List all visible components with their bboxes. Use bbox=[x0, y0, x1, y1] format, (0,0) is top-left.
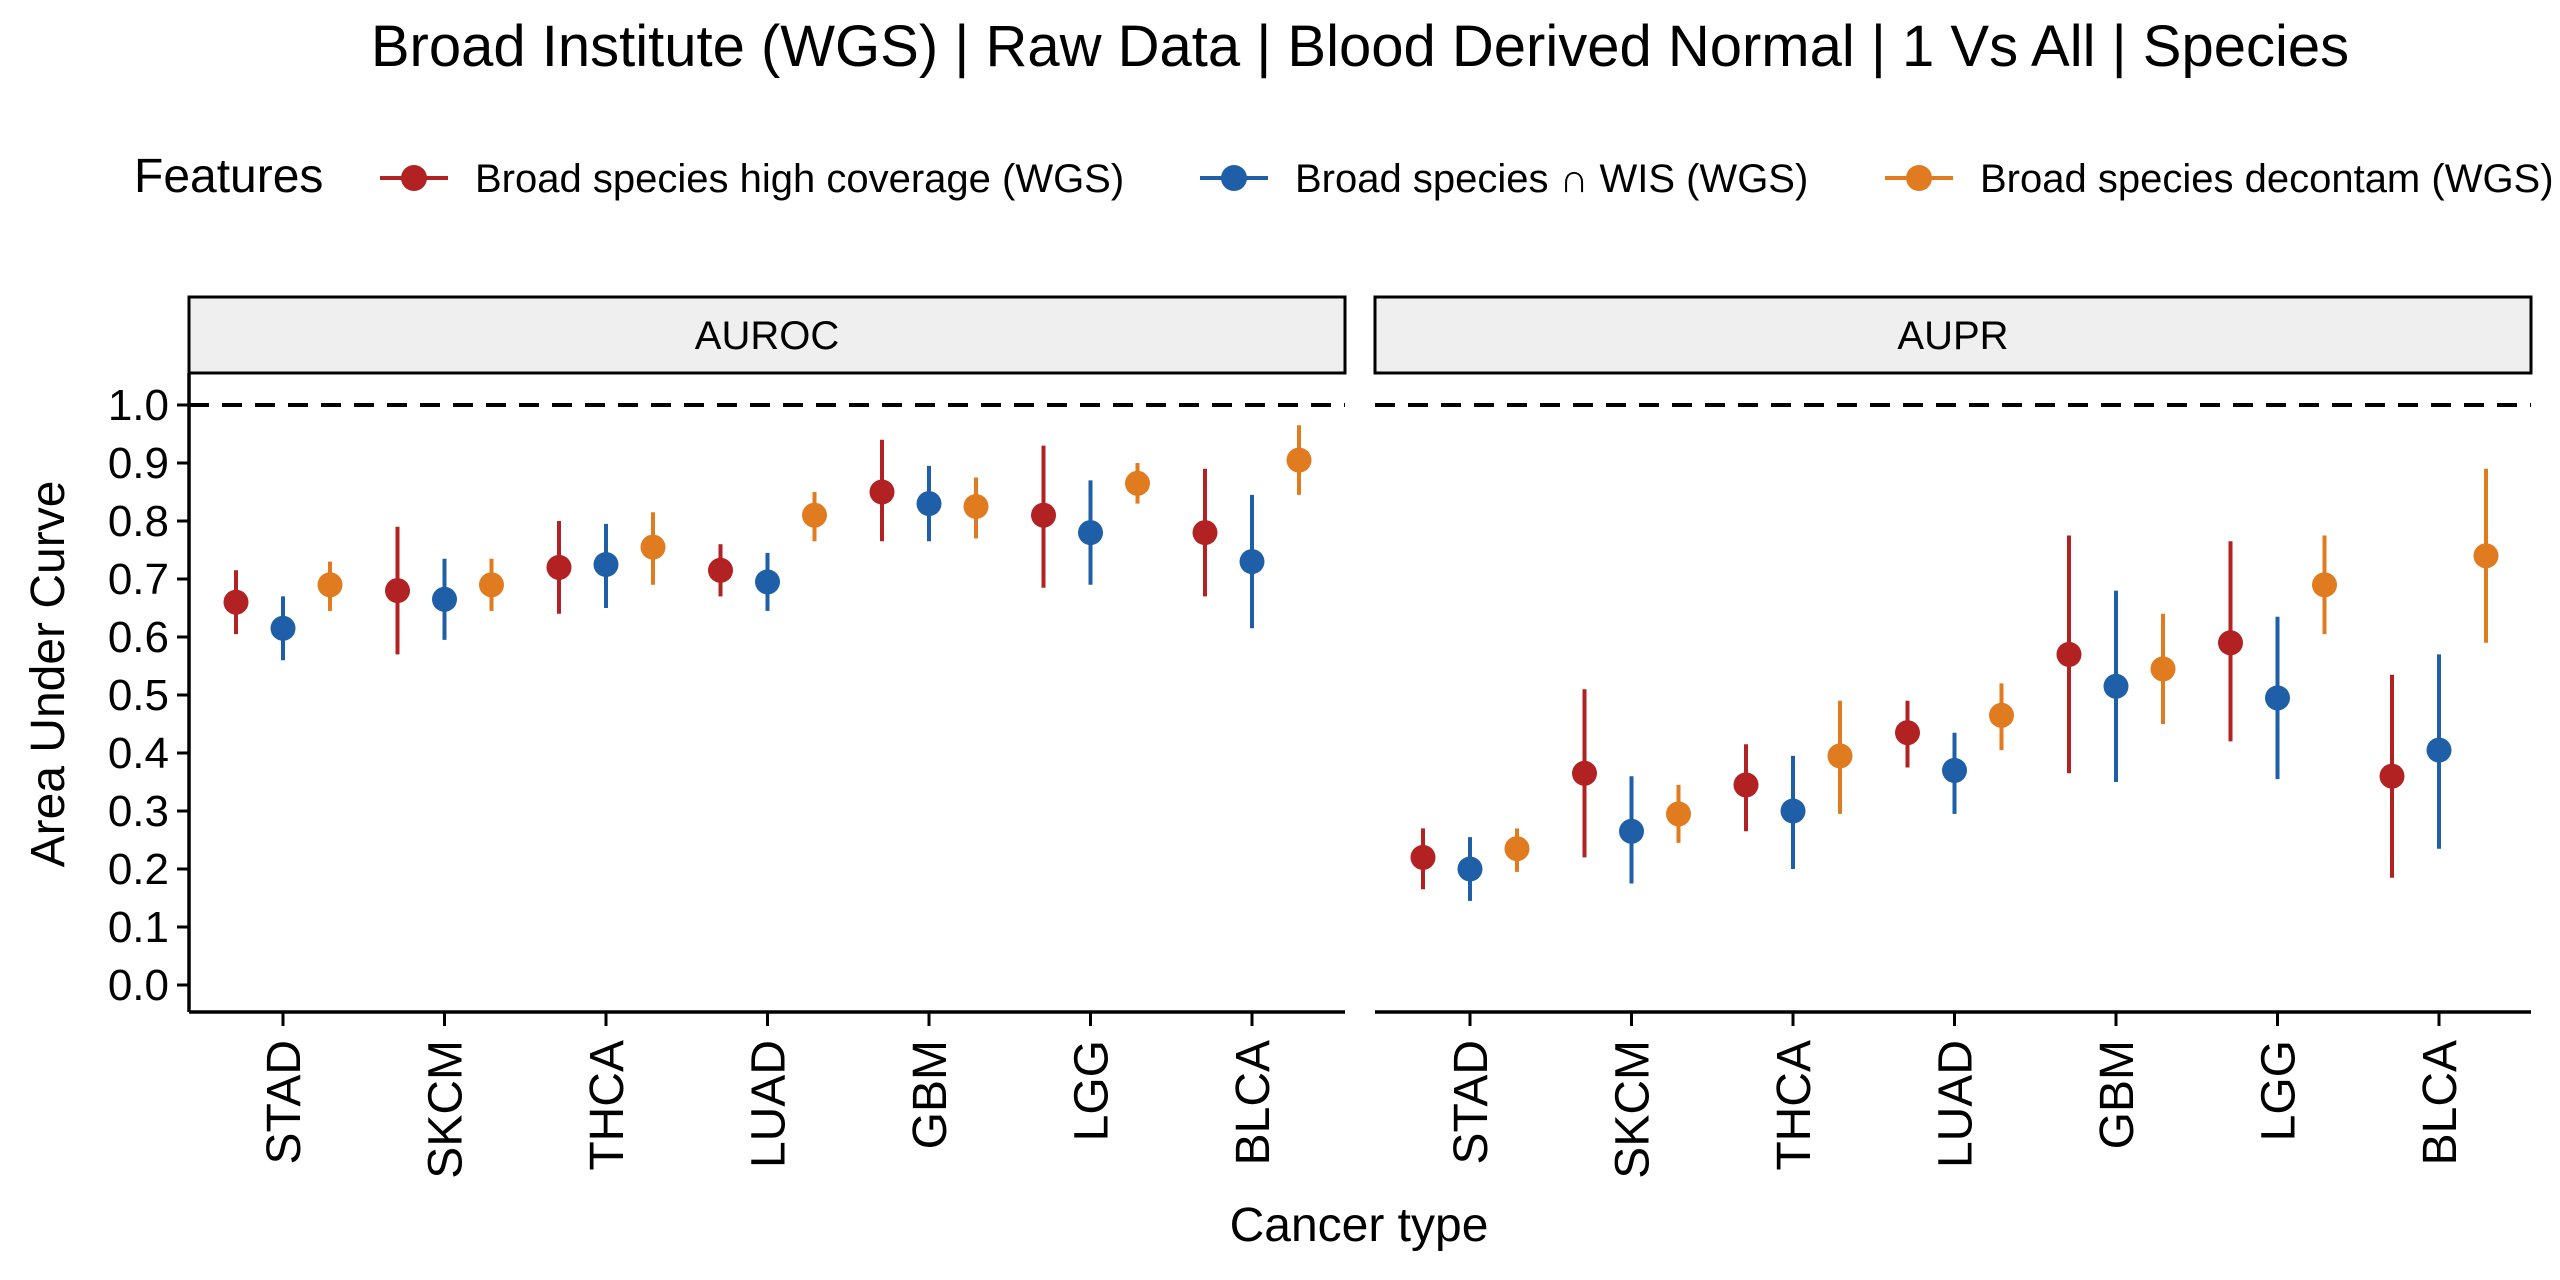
y-tick-label: 0.0 bbox=[108, 961, 169, 1010]
data-point bbox=[2056, 641, 2082, 667]
data-point bbox=[963, 494, 989, 519]
facet-panel-aupr: AUPR STAD SKCM THCA LUAD GBM LGG BLCA bbox=[1373, 295, 2533, 1179]
x-axis-label: Cancer type bbox=[1230, 1199, 1489, 1252]
series-3 bbox=[317, 425, 1312, 611]
data-point bbox=[1895, 720, 1920, 746]
data-point bbox=[916, 491, 942, 517]
data-point bbox=[2150, 656, 2176, 682]
facet-panel-auroc: AUROC 0.0 0.1 0.2 0.3 0.4 0.5 0.6 0.7 0.8 0.9 1.0 ST… bbox=[108, 295, 1347, 1179]
data-point bbox=[432, 586, 457, 612]
data-point bbox=[1286, 447, 1312, 473]
x-tick-label: SKCM bbox=[420, 1040, 473, 1179]
data-point bbox=[2379, 763, 2405, 789]
data-point bbox=[1239, 549, 1265, 575]
data-point bbox=[593, 552, 619, 577]
data-point bbox=[1942, 757, 1967, 783]
series-2 bbox=[270, 465, 1265, 661]
y-tick-label: 0.7 bbox=[108, 555, 169, 604]
series-1 bbox=[1410, 535, 2405, 890]
data-point bbox=[546, 554, 572, 580]
legend-title: Features bbox=[134, 150, 323, 203]
data-point bbox=[1989, 702, 2014, 728]
y-tick-label: 0.4 bbox=[108, 729, 169, 778]
y-tick-label: 0.5 bbox=[108, 671, 169, 720]
x-tick-label: GBM bbox=[904, 1040, 957, 1149]
x-tick-label: STAD bbox=[258, 1040, 311, 1164]
x-tick-label: SKCM bbox=[1607, 1040, 1660, 1179]
data-point bbox=[2103, 673, 2129, 699]
x-tick-label: THCA bbox=[1768, 1040, 1821, 1171]
data-point bbox=[2265, 685, 2290, 711]
legend-key-dot bbox=[1221, 165, 1247, 191]
chart-title: Broad Institute (WGS) | Raw Data | Blood… bbox=[371, 14, 2349, 79]
data-point bbox=[1504, 836, 1530, 862]
series-1 bbox=[223, 439, 1218, 655]
data-point bbox=[802, 502, 827, 528]
data-point bbox=[479, 572, 504, 598]
series-2 bbox=[1457, 590, 2452, 901]
data-point bbox=[2218, 630, 2243, 656]
data-point bbox=[755, 569, 780, 595]
data-point bbox=[1572, 760, 1597, 786]
data-point bbox=[2312, 572, 2337, 598]
series-3 bbox=[1504, 468, 2499, 872]
data-point bbox=[1666, 801, 1691, 827]
x-tick-label: BLCA bbox=[2414, 1040, 2467, 1165]
data-point bbox=[2473, 543, 2499, 569]
data-point bbox=[1410, 844, 1436, 870]
data-point bbox=[270, 615, 296, 641]
legend-label: Broad species high coverage (WGS) bbox=[475, 157, 1124, 201]
x-tick-label: BLCA bbox=[1227, 1040, 1280, 1165]
y-tick-label: 0.8 bbox=[108, 497, 169, 546]
legend-label: Broad species decontam (WGS) bbox=[1980, 157, 2554, 201]
facet-strip bbox=[1373, 295, 2533, 375]
y-tick-label: 0.1 bbox=[108, 903, 169, 952]
legend-key-dot bbox=[1906, 165, 1932, 191]
data-point bbox=[869, 479, 895, 505]
x-tick-label: LGG bbox=[1066, 1040, 1119, 1141]
data-point bbox=[2426, 737, 2452, 763]
data-point bbox=[1078, 520, 1103, 546]
legend-key-dot bbox=[401, 165, 427, 191]
legend-item: Broad species high coverage (WGS) bbox=[380, 157, 1124, 201]
data-point bbox=[1192, 520, 1218, 546]
x-tick-label: LUAD bbox=[1930, 1040, 1983, 1168]
facet-strip bbox=[187, 295, 1347, 375]
y-tick-label: 1.0 bbox=[108, 381, 169, 430]
x-tick-label: LGG bbox=[2253, 1040, 2306, 1141]
data-point bbox=[385, 578, 410, 604]
y-axis-label: Area Under Curve bbox=[22, 481, 75, 868]
data-point bbox=[708, 557, 733, 583]
facet-strip-label: AUPR bbox=[1897, 314, 2008, 358]
y-tick-label: 0.3 bbox=[108, 787, 169, 836]
facet-strip-label: AUROC bbox=[695, 314, 839, 358]
x-tick-label: STAD bbox=[1445, 1040, 1498, 1164]
y-tick-label: 0.9 bbox=[108, 439, 169, 488]
data-point bbox=[317, 572, 343, 598]
data-point bbox=[1031, 502, 1056, 528]
data-point bbox=[1827, 743, 1853, 769]
data-point bbox=[640, 534, 666, 560]
data-point bbox=[1733, 772, 1759, 798]
legend: Broad species high coverage (WGS) Broad s… bbox=[380, 157, 2554, 201]
y-tick-label: 0.2 bbox=[108, 845, 169, 894]
data-point bbox=[1780, 798, 1806, 824]
x-tick-label: LUAD bbox=[743, 1040, 796, 1168]
x-tick-label: GBM bbox=[2091, 1040, 2144, 1149]
legend-item: Broad species ∩ WIS (WGS) bbox=[1200, 157, 1808, 201]
plot-area: AUROC 0.0 0.1 0.2 0.3 0.4 0.5 0.6 0.7 0.8 0.9 1.0 ST… bbox=[108, 295, 2533, 1179]
legend-label: Broad species ∩ WIS (WGS) bbox=[1295, 157, 1808, 201]
data-point bbox=[1125, 470, 1150, 496]
data-point bbox=[1457, 856, 1483, 882]
data-point bbox=[223, 589, 249, 615]
legend-item: Broad species decontam (WGS) bbox=[1885, 157, 2554, 201]
data-point bbox=[1619, 818, 1644, 844]
x-tick-label: THCA bbox=[581, 1040, 634, 1171]
y-tick-label: 0.6 bbox=[108, 613, 169, 662]
